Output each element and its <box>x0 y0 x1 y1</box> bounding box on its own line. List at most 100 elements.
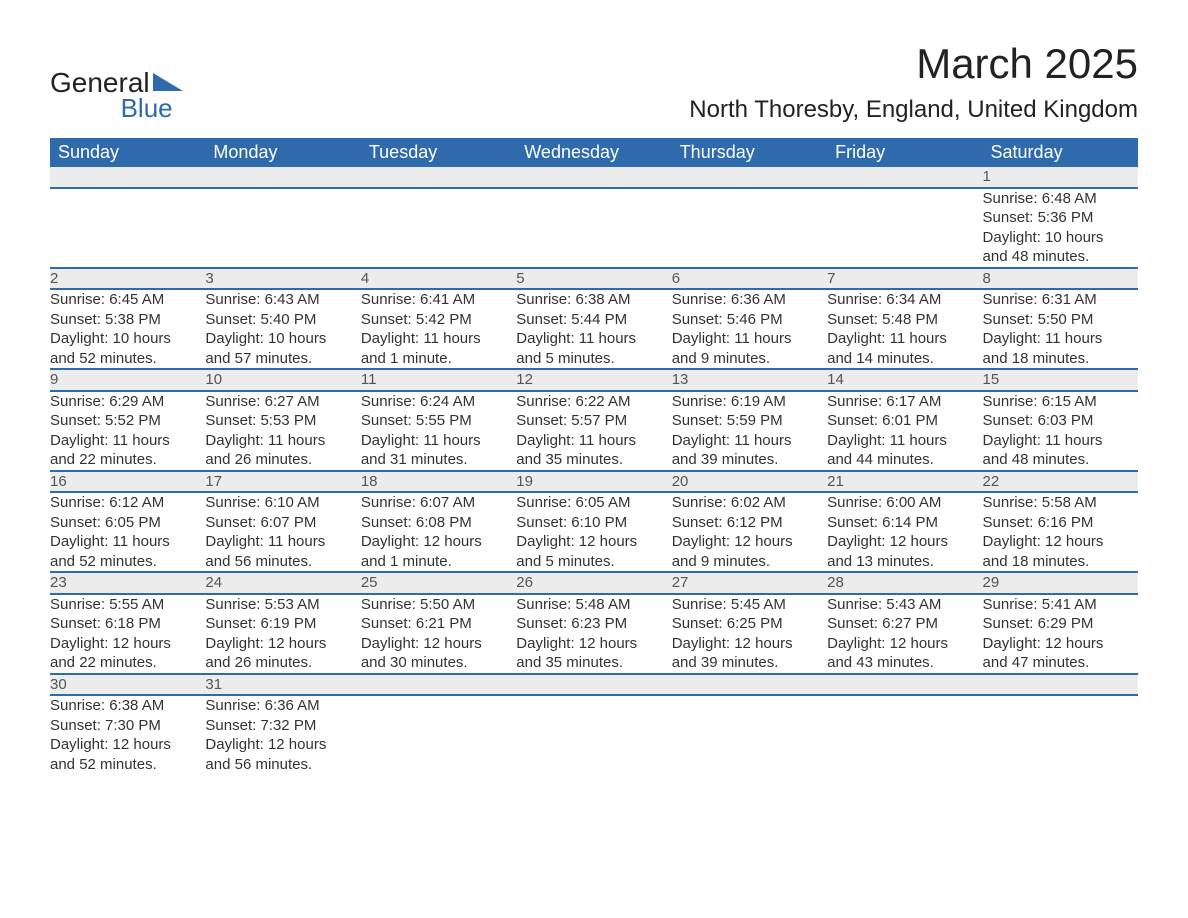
day-day2: and 5 minutes. <box>516 552 671 572</box>
day-sunset: Sunset: 5:42 PM <box>361 310 516 330</box>
day-sunset: Sunset: 5:46 PM <box>672 310 827 330</box>
day-sunset: Sunset: 6:29 PM <box>983 614 1138 634</box>
day-sunrise: Sunrise: 6:45 AM <box>50 290 205 310</box>
weekday-header-row: SundayMondayTuesdayWednesdayThursdayFrid… <box>50 138 1138 167</box>
day-day1: Daylight: 11 hours <box>50 431 205 451</box>
day-day1: Daylight: 12 hours <box>827 634 982 654</box>
day-content-cell: Sunrise: 5:50 AMSunset: 6:21 PMDaylight:… <box>361 594 516 674</box>
day-day2: and 9 minutes. <box>672 349 827 369</box>
day-sunset: Sunset: 7:30 PM <box>50 716 205 736</box>
day-sunset: Sunset: 6:07 PM <box>205 513 360 533</box>
day-number-cell: 30 <box>50 674 205 696</box>
day-number-cell: 28 <box>827 572 982 594</box>
day-sunrise: Sunrise: 6:31 AM <box>983 290 1138 310</box>
day-day1: Daylight: 12 hours <box>205 735 360 755</box>
week-daynum-row: 16171819202122 <box>50 471 1138 493</box>
day-day2: and 39 minutes. <box>672 450 827 470</box>
day-sunrise: Sunrise: 6:05 AM <box>516 493 671 513</box>
day-day1: Daylight: 12 hours <box>50 634 205 654</box>
day-day2: and 43 minutes. <box>827 653 982 673</box>
day-number-cell: 19 <box>516 471 671 493</box>
day-number-cell: 20 <box>672 471 827 493</box>
day-sunrise: Sunrise: 5:43 AM <box>827 595 982 615</box>
day-number-cell: 10 <box>205 369 360 391</box>
day-sunset: Sunset: 5:48 PM <box>827 310 982 330</box>
day-sunset: Sunset: 5:53 PM <box>205 411 360 431</box>
weekday-header: Friday <box>827 138 982 167</box>
week-content-row: Sunrise: 5:55 AMSunset: 6:18 PMDaylight:… <box>50 594 1138 674</box>
day-number-cell: 11 <box>361 369 516 391</box>
day-sunset: Sunset: 6:25 PM <box>672 614 827 634</box>
day-sunrise: Sunrise: 6:07 AM <box>361 493 516 513</box>
day-day1: Daylight: 11 hours <box>516 431 671 451</box>
day-sunset: Sunset: 6:08 PM <box>361 513 516 533</box>
day-number-cell: 9 <box>50 369 205 391</box>
day-sunrise: Sunrise: 5:55 AM <box>50 595 205 615</box>
day-day1: Daylight: 10 hours <box>983 228 1138 248</box>
day-day1: Daylight: 12 hours <box>361 532 516 552</box>
day-sunrise: Sunrise: 5:53 AM <box>205 595 360 615</box>
day-day2: and 31 minutes. <box>361 450 516 470</box>
day-sunrise: Sunrise: 6:41 AM <box>361 290 516 310</box>
weekday-header: Wednesday <box>516 138 671 167</box>
day-content-cell: Sunrise: 5:58 AMSunset: 6:16 PMDaylight:… <box>983 492 1138 572</box>
day-day1: Daylight: 11 hours <box>827 431 982 451</box>
day-sunrise: Sunrise: 6:43 AM <box>205 290 360 310</box>
day-day2: and 18 minutes. <box>983 552 1138 572</box>
day-number-cell: 1 <box>983 167 1138 188</box>
day-day1: Daylight: 12 hours <box>672 634 827 654</box>
day-number-cell: 5 <box>516 268 671 290</box>
day-sunrise: Sunrise: 5:58 AM <box>983 493 1138 513</box>
day-sunset: Sunset: 6:16 PM <box>983 513 1138 533</box>
day-day2: and 52 minutes. <box>50 552 205 572</box>
day-day2: and 26 minutes. <box>205 450 360 470</box>
day-day2: and 18 minutes. <box>983 349 1138 369</box>
day-sunset: Sunset: 5:52 PM <box>50 411 205 431</box>
day-content-cell <box>205 188 360 268</box>
day-day1: Daylight: 12 hours <box>50 735 205 755</box>
day-sunset: Sunset: 6:05 PM <box>50 513 205 533</box>
day-number-cell: 26 <box>516 572 671 594</box>
day-sunset: Sunset: 5:59 PM <box>672 411 827 431</box>
day-number-cell: 3 <box>205 268 360 290</box>
day-sunset: Sunset: 6:12 PM <box>672 513 827 533</box>
day-content-cell: Sunrise: 6:22 AMSunset: 5:57 PMDaylight:… <box>516 391 671 471</box>
page-title: March 2025 <box>689 40 1138 88</box>
day-number-cell: 23 <box>50 572 205 594</box>
day-day2: and 30 minutes. <box>361 653 516 673</box>
day-content-cell <box>361 188 516 268</box>
day-day2: and 39 minutes. <box>672 653 827 673</box>
day-day2: and 5 minutes. <box>516 349 671 369</box>
week-content-row: Sunrise: 6:38 AMSunset: 7:30 PMDaylight:… <box>50 695 1138 774</box>
week-daynum-row: 2345678 <box>50 268 1138 290</box>
day-day1: Daylight: 12 hours <box>983 634 1138 654</box>
day-sunset: Sunset: 6:21 PM <box>361 614 516 634</box>
day-day1: Daylight: 12 hours <box>205 634 360 654</box>
day-number-cell <box>361 167 516 188</box>
day-content-cell: Sunrise: 6:17 AMSunset: 6:01 PMDaylight:… <box>827 391 982 471</box>
day-number-cell <box>516 674 671 696</box>
day-sunrise: Sunrise: 6:15 AM <box>983 392 1138 412</box>
day-sunrise: Sunrise: 6:02 AM <box>672 493 827 513</box>
day-sunrise: Sunrise: 6:19 AM <box>672 392 827 412</box>
day-content-cell: Sunrise: 6:45 AMSunset: 5:38 PMDaylight:… <box>50 289 205 369</box>
day-day1: Daylight: 11 hours <box>205 532 360 552</box>
day-sunset: Sunset: 5:44 PM <box>516 310 671 330</box>
day-sunrise: Sunrise: 5:48 AM <box>516 595 671 615</box>
day-content-cell: Sunrise: 6:36 AMSunset: 5:46 PMDaylight:… <box>672 289 827 369</box>
day-sunrise: Sunrise: 6:24 AM <box>361 392 516 412</box>
day-day2: and 48 minutes. <box>983 450 1138 470</box>
day-content-cell: Sunrise: 6:02 AMSunset: 6:12 PMDaylight:… <box>672 492 827 572</box>
day-content-cell: Sunrise: 6:19 AMSunset: 5:59 PMDaylight:… <box>672 391 827 471</box>
day-content-cell: Sunrise: 6:29 AMSunset: 5:52 PMDaylight:… <box>50 391 205 471</box>
day-content-cell: Sunrise: 6:15 AMSunset: 6:03 PMDaylight:… <box>983 391 1138 471</box>
location-subtitle: North Thoresby, England, United Kingdom <box>689 96 1138 124</box>
day-number-cell: 14 <box>827 369 982 391</box>
day-content-cell <box>516 188 671 268</box>
day-content-cell <box>672 695 827 774</box>
day-number-cell <box>516 167 671 188</box>
day-number-cell: 21 <box>827 471 982 493</box>
day-sunrise: Sunrise: 6:27 AM <box>205 392 360 412</box>
day-day2: and 26 minutes. <box>205 653 360 673</box>
day-day2: and 57 minutes. <box>205 349 360 369</box>
